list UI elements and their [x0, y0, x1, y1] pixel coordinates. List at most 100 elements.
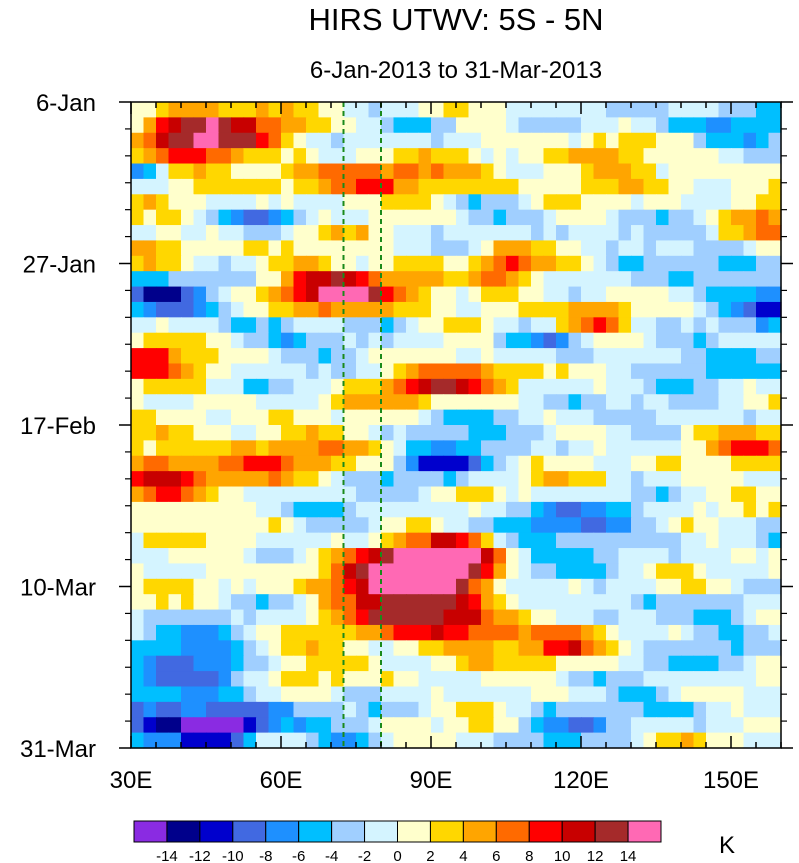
heatmap-cell	[418, 440, 432, 457]
heatmap-cell	[743, 194, 757, 211]
heatmap-cell	[668, 717, 682, 734]
heatmap-cell	[631, 455, 645, 472]
heatmap-cell	[431, 701, 445, 718]
heatmap-cell	[456, 517, 470, 534]
heatmap-cell	[456, 624, 470, 641]
heatmap-cell	[168, 655, 182, 672]
heatmap-cell	[668, 671, 682, 688]
heatmap-cell	[131, 132, 145, 149]
heatmap-cell	[556, 255, 570, 272]
heatmap-cell	[656, 532, 670, 549]
heatmap-cell	[631, 225, 645, 242]
heatmap-cell	[568, 471, 582, 488]
heatmap-cell	[618, 117, 632, 134]
heatmap-cell	[668, 609, 682, 626]
heatmap-cell	[618, 378, 632, 395]
heatmap-cell	[381, 317, 395, 334]
heatmap-cell	[243, 271, 257, 288]
heatmap-cell	[518, 194, 532, 211]
heatmap-cell	[143, 517, 157, 534]
heatmap-cell	[531, 163, 545, 180]
heatmap-cell	[593, 271, 607, 288]
heatmap-cell	[268, 409, 282, 426]
heatmap-cell	[131, 102, 145, 118]
heatmap-cell	[131, 609, 145, 626]
heatmap-cell	[431, 178, 445, 195]
heatmap-cell	[643, 163, 657, 180]
heatmap-cell	[143, 148, 157, 165]
heatmap-cell	[356, 624, 370, 641]
heatmap-cell	[356, 501, 370, 518]
heatmap-cell	[156, 102, 170, 118]
heatmap-cell	[643, 471, 657, 488]
heatmap-cell	[381, 624, 395, 641]
heatmap-cell	[293, 686, 307, 703]
heatmap-cell	[431, 717, 445, 734]
heatmap-cell	[381, 255, 395, 272]
heatmap-cell	[356, 640, 370, 657]
heatmap-cell	[281, 640, 295, 657]
heatmap-cell	[643, 301, 657, 318]
heatmap-cell	[143, 686, 157, 703]
heatmap-cell	[143, 455, 157, 472]
heatmap-cell	[256, 501, 270, 518]
heatmap-cell	[506, 148, 520, 165]
heatmap-cell	[531, 394, 545, 411]
heatmap-cell	[331, 240, 345, 257]
heatmap-cell	[231, 578, 245, 595]
heatmap-cell	[156, 701, 170, 718]
heatmap-cell	[593, 624, 607, 641]
heatmap-cell	[168, 517, 182, 534]
heatmap-cell	[156, 455, 170, 472]
heatmap-cell	[718, 671, 732, 688]
heatmap-cell	[431, 194, 445, 211]
heatmap-cell	[206, 332, 220, 349]
heatmap-cell	[406, 517, 420, 534]
heatmap-cell	[493, 655, 507, 672]
heatmap-cell	[431, 732, 445, 749]
heatmap-cell	[693, 732, 707, 749]
heatmap-cell	[493, 102, 507, 118]
colorbar-tick-label: 8	[525, 848, 533, 863]
heatmap-cell	[681, 178, 695, 195]
heatmap-cell	[206, 686, 220, 703]
heatmap-cell	[131, 655, 145, 672]
heatmap-cell	[606, 655, 620, 672]
heatmap-cell	[318, 178, 332, 195]
heatmap-cell	[256, 409, 270, 426]
heatmap-cell	[743, 517, 757, 534]
heatmap-cell	[456, 148, 470, 165]
heatmap-cell	[543, 563, 557, 580]
heatmap-cell	[568, 655, 582, 672]
heatmap-cell	[506, 102, 520, 118]
heatmap-cell	[393, 117, 407, 134]
heatmap-cell	[768, 317, 782, 334]
heatmap-cell	[606, 409, 620, 426]
heatmap-cell	[656, 363, 670, 380]
heatmap-cell	[668, 732, 682, 749]
heatmap-cell	[693, 640, 707, 657]
heatmap-cell	[156, 363, 170, 380]
heatmap-cell	[656, 425, 670, 441]
heatmap-cell	[443, 686, 457, 703]
heatmap-cell	[218, 640, 232, 657]
heatmap-cell	[681, 348, 695, 365]
heatmap-cell	[318, 409, 332, 426]
heatmap-cell	[518, 609, 532, 626]
heatmap-cell	[481, 317, 495, 334]
heatmap-cell	[656, 194, 670, 211]
heatmap-cell	[356, 548, 370, 565]
heatmap-cell	[581, 548, 595, 565]
heatmap-cell	[468, 348, 482, 365]
heatmap-cell	[243, 655, 257, 672]
heatmap-cell	[731, 332, 745, 349]
heatmap-cell	[256, 255, 270, 272]
heatmap-cell	[431, 332, 445, 349]
heatmap-cell	[431, 240, 445, 257]
heatmap-cell	[481, 609, 495, 626]
heatmap-cell	[543, 317, 557, 334]
heatmap-cell	[681, 301, 695, 318]
heatmap-cell	[156, 563, 170, 580]
heatmap-cell	[643, 701, 657, 718]
